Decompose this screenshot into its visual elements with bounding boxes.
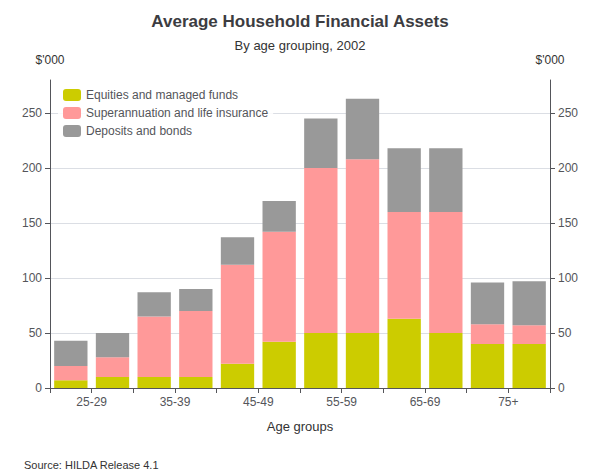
svg-text:$'000: $'000: [36, 53, 65, 67]
svg-text:Deposits and bonds: Deposits and bonds: [86, 124, 192, 138]
svg-text:50: 50: [29, 326, 43, 340]
svg-text:Average Household Financial As: Average Household Financial Assets: [151, 12, 448, 31]
svg-text:65-69: 65-69: [410, 395, 441, 409]
svg-text:Age groups: Age groups: [267, 419, 334, 434]
svg-text:0: 0: [558, 381, 565, 395]
svg-text:0: 0: [35, 381, 42, 395]
svg-text:45-49: 45-49: [243, 395, 274, 409]
svg-text:150: 150: [22, 216, 42, 230]
svg-text:75+: 75+: [498, 395, 518, 409]
svg-text:50: 50: [558, 326, 572, 340]
svg-text:100: 100: [558, 271, 578, 285]
svg-text:25-29: 25-29: [76, 395, 107, 409]
svg-text:250: 250: [22, 106, 42, 120]
svg-text:200: 200: [558, 161, 578, 175]
svg-text:By age grouping, 2002: By age grouping, 2002: [235, 38, 366, 53]
svg-text:150: 150: [558, 216, 578, 230]
svg-text:Superannuation and life insura: Superannuation and life insurance: [86, 106, 268, 120]
svg-text:Source: HILDA Release 4.1: Source: HILDA Release 4.1: [24, 459, 159, 471]
svg-text:$'000: $'000: [536, 53, 565, 67]
svg-text:200: 200: [22, 161, 42, 175]
svg-text:Equities and managed funds: Equities and managed funds: [86, 88, 238, 102]
svg-text:55-59: 55-59: [326, 395, 357, 409]
svg-text:35-39: 35-39: [160, 395, 191, 409]
svg-text:100: 100: [22, 271, 42, 285]
svg-text:250: 250: [558, 106, 578, 120]
